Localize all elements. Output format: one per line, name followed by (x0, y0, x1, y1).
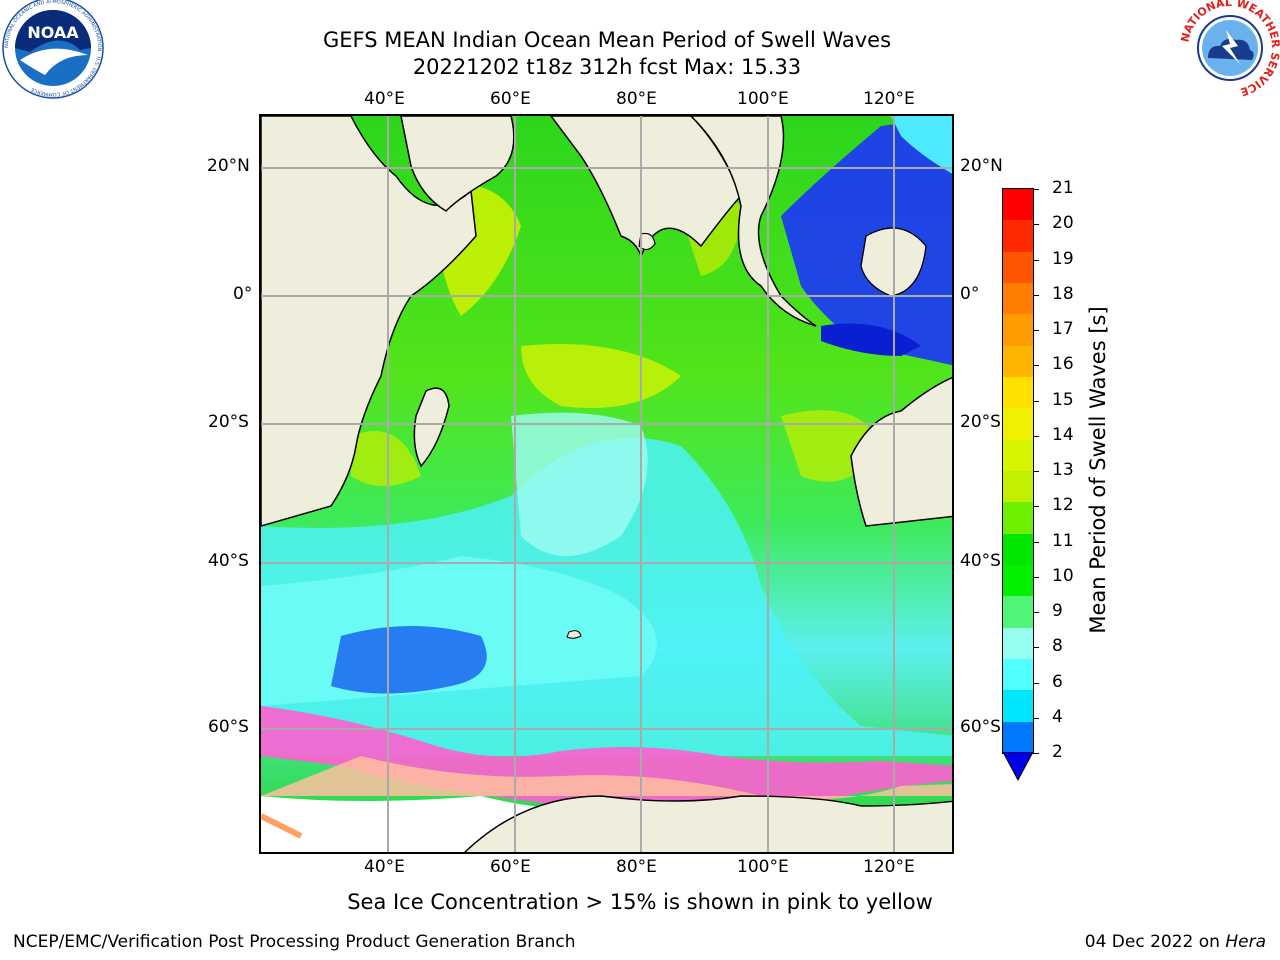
colorbar-tick-label: 12 (1052, 495, 1074, 516)
colorbar-segment (1003, 565, 1033, 597)
colorbar-segment (1003, 377, 1033, 409)
lon-label-top-100e: 100°E (737, 89, 789, 109)
svg-text:NOAA: NOAA (27, 23, 79, 42)
indochina-land (689, 116, 817, 327)
colorbar-tick-label: 9 (1052, 601, 1063, 621)
map-subtitle: 20221202 t18z 312h fcst Max: 15.33 (412, 55, 802, 79)
nws-logo: NATIONAL WEATHER SERVICE (1178, 0, 1280, 99)
colorbar-tick (1033, 294, 1039, 296)
colorbar-segment (1003, 283, 1033, 315)
lon-label-top-60e: 60°E (490, 89, 531, 109)
antarctica-land (464, 795, 952, 852)
colorbar-tick-label: 20 (1052, 213, 1074, 234)
swell-period-map (259, 114, 954, 854)
lat-label-right-40s: 40°S (960, 551, 1001, 571)
lon-label-top-120e: 120°E (863, 89, 915, 109)
colorbar-tick-label: 2 (1052, 742, 1063, 762)
colorbar-segment (1003, 439, 1033, 472)
madagascar-land (413, 387, 450, 468)
colorbar-tick (1033, 435, 1039, 437)
colorbar-tick-label: 8 (1052, 636, 1063, 657)
colorbar-tick (1033, 647, 1039, 649)
swell-shortest-patch (331, 626, 487, 694)
lat-label-left-60s: 60°S (208, 717, 249, 737)
colorbar-segment (1003, 533, 1033, 566)
colorbar-segment (1003, 659, 1033, 691)
lat-label-left-0: 0° (233, 284, 253, 304)
colorbar-segment (1003, 345, 1033, 378)
lon-label-bottom-120e: 120°E (863, 857, 915, 877)
footer-date-text: 04 Dec 2022 on (1084, 932, 1226, 952)
colorbar-segment (1003, 596, 1033, 629)
colorbar-segment (1003, 408, 1033, 441)
footer-date: 04 Dec 2022 on Hera (1085, 932, 1266, 952)
arabia-land (400, 116, 515, 212)
colorbar-tick (1033, 753, 1039, 754)
graticule (261, 116, 952, 852)
colorbar-tick (1033, 330, 1039, 331)
colorbar-segment (1003, 502, 1033, 535)
colorbar-segment (1003, 471, 1033, 503)
australia-land (850, 376, 952, 527)
colorbar-tick (1033, 259, 1039, 261)
colorbar-tick-label: 16 (1052, 354, 1074, 375)
colorbar-tick (1033, 612, 1039, 613)
colorbar-segment (1003, 220, 1033, 253)
colorbar-tick (1033, 224, 1039, 226)
colorbar-tick-label: 21 (1052, 178, 1074, 198)
map-canvas (261, 116, 952, 852)
colorbar-segment (1003, 314, 1033, 347)
colorbar-segment (1003, 627, 1033, 660)
lon-label-top-80e: 80°E (616, 89, 657, 109)
colorbar-tick-label: 6 (1052, 671, 1063, 692)
colorbar-tick (1033, 400, 1039, 402)
map-title: GEFS MEAN Indian Ocean Mean Period of Sw… (322, 28, 892, 52)
sea-ice-note: Sea Ice Concentration > 15% is shown in … (347, 890, 933, 914)
colorbar-segment (1003, 189, 1033, 221)
colorbar-tick (1033, 365, 1039, 367)
colorbar-tick-label: 17 (1052, 319, 1074, 339)
footer-producer: NCEP/EMC/Verification Post Processing Pr… (13, 932, 576, 952)
colorbar-tick (1033, 189, 1039, 190)
colorbar-tick-label: 15 (1052, 389, 1074, 410)
colorbar-segment (1003, 690, 1033, 723)
colorbar-tick-label: 13 (1052, 460, 1074, 480)
colorbar-segment (1003, 251, 1033, 284)
colorbar-extend-arrow (1003, 752, 1033, 782)
lon-label-bottom-100e: 100°E (737, 857, 789, 877)
lat-label-left-20n: 20°N (207, 156, 250, 176)
colorbar-tick-label: 10 (1052, 565, 1074, 586)
footer-machine: Hera (1225, 932, 1266, 952)
lat-label-right-20n: 20°N (960, 156, 1003, 176)
colorbar-tick (1033, 576, 1039, 578)
lon-label-top-40e: 40°E (364, 89, 405, 109)
noaa-logo: NOAA NATIONAL OCEANIC AND ATMOSPHERIC AD… (2, 0, 104, 99)
colorbar-tick-label: 4 (1052, 706, 1063, 727)
lon-label-bottom-60e: 60°E (490, 857, 531, 877)
lon-label-bottom-80e: 80°E (616, 857, 657, 877)
colorbar-tick-label: 18 (1052, 283, 1074, 304)
lat-label-right-0: 0° (960, 284, 980, 304)
colorbar-segment (1003, 721, 1033, 754)
lat-label-left-20s: 20°S (208, 412, 249, 432)
colorbar-tick-label: 14 (1052, 424, 1074, 445)
colorbar-tick (1033, 471, 1039, 472)
lon-label-bottom-40e: 40°E (364, 857, 405, 877)
sea-ice-band (261, 706, 952, 816)
colorbar-title: Mean Period of Swell Waves [s] (1086, 306, 1110, 634)
colorbar-tick (1033, 717, 1039, 719)
colorbar-tick (1033, 506, 1039, 508)
colorbar-tick-label: 11 (1052, 530, 1074, 551)
colorbar (1002, 188, 1034, 754)
colorbar-tick (1033, 682, 1039, 684)
colorbar-tick (1033, 541, 1039, 543)
lat-label-left-40s: 40°S (208, 551, 249, 571)
lat-label-right-20s: 20°S (960, 412, 1001, 432)
lat-label-right-60s: 60°S (960, 717, 1001, 737)
colorbar-tick-label: 19 (1052, 248, 1074, 269)
